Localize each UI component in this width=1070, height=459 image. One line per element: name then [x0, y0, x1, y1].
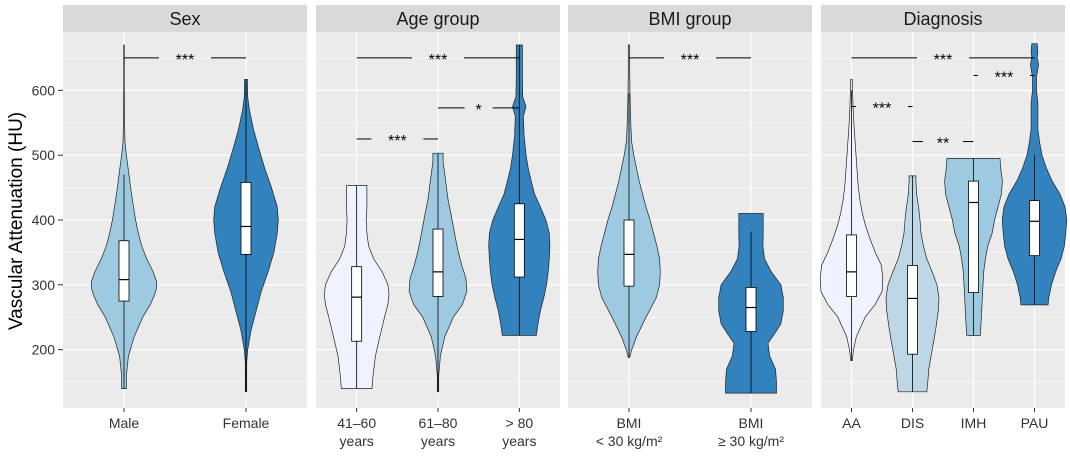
x-tick-label: > 80: [506, 415, 534, 431]
facet-strip: [63, 5, 307, 32]
x-tick-label: Male: [109, 415, 140, 431]
x-tick-label: BMI: [617, 415, 642, 431]
significance-label: ***: [388, 133, 407, 150]
x-tick-label: ≥ 30 kg/m²: [718, 433, 784, 449]
facet-strip: [568, 5, 812, 32]
y-axis-label: Vascular Attenuation (HU): [6, 112, 27, 330]
box-iqr: [432, 228, 444, 297]
x-tick-label: years: [502, 433, 536, 449]
significance-label: ***: [681, 52, 700, 69]
box-iqr: [1029, 200, 1040, 257]
significance-label: ***: [995, 69, 1014, 86]
significance-label: ***: [429, 52, 448, 69]
significance-label: ***: [873, 101, 892, 118]
facet-title: BMI group: [648, 9, 731, 29]
box-iqr: [240, 181, 252, 255]
box-iqr: [907, 264, 918, 355]
x-tick-label: BMI: [739, 415, 764, 431]
x-tick-label: IMH: [961, 415, 987, 431]
box-iqr: [846, 234, 857, 297]
y-tick-label: 600: [32, 82, 56, 98]
x-tick-label: years: [421, 433, 455, 449]
box-iqr: [745, 287, 757, 332]
x-tick-label: < 30 kg/m²: [596, 433, 663, 449]
y-tick-label: 300: [32, 277, 56, 293]
facet-title: Age group: [396, 9, 479, 29]
box-iqr: [623, 219, 635, 287]
x-tick-label: DIS: [901, 415, 924, 431]
significance-label: ***: [176, 52, 195, 69]
facet-title: Diagnosis: [903, 9, 982, 29]
box-iqr: [118, 240, 130, 302]
facet-strip: [316, 5, 560, 32]
box-iqr: [351, 266, 363, 342]
box-iqr: [968, 180, 979, 294]
facet-title: Sex: [169, 9, 200, 29]
y-tick-label: 200: [32, 342, 56, 358]
y-tick-label: 500: [32, 147, 56, 163]
x-tick-label: 41–60: [337, 415, 376, 431]
x-tick-label: years: [340, 433, 374, 449]
facet-panel: Sex Male Female ***: [63, 5, 307, 431]
x-tick-label: Female: [223, 415, 270, 431]
significance-label: **: [937, 136, 949, 153]
y-tick-label: 400: [32, 212, 56, 228]
significance-label: ***: [934, 52, 953, 69]
x-tick-label: PAU: [1021, 415, 1049, 431]
x-tick-label: AA: [842, 415, 861, 431]
facet-strip: [821, 5, 1065, 32]
facet-panel: BMI group BMI < 30 kg/m² BMI ≥ 30 kg/m² ***: [568, 5, 812, 449]
box-iqr: [513, 203, 525, 278]
y-axis: 200 300 400 500 600: [32, 82, 63, 358]
significance-label: *: [476, 102, 482, 119]
x-tick-label: 61–80: [419, 415, 458, 431]
